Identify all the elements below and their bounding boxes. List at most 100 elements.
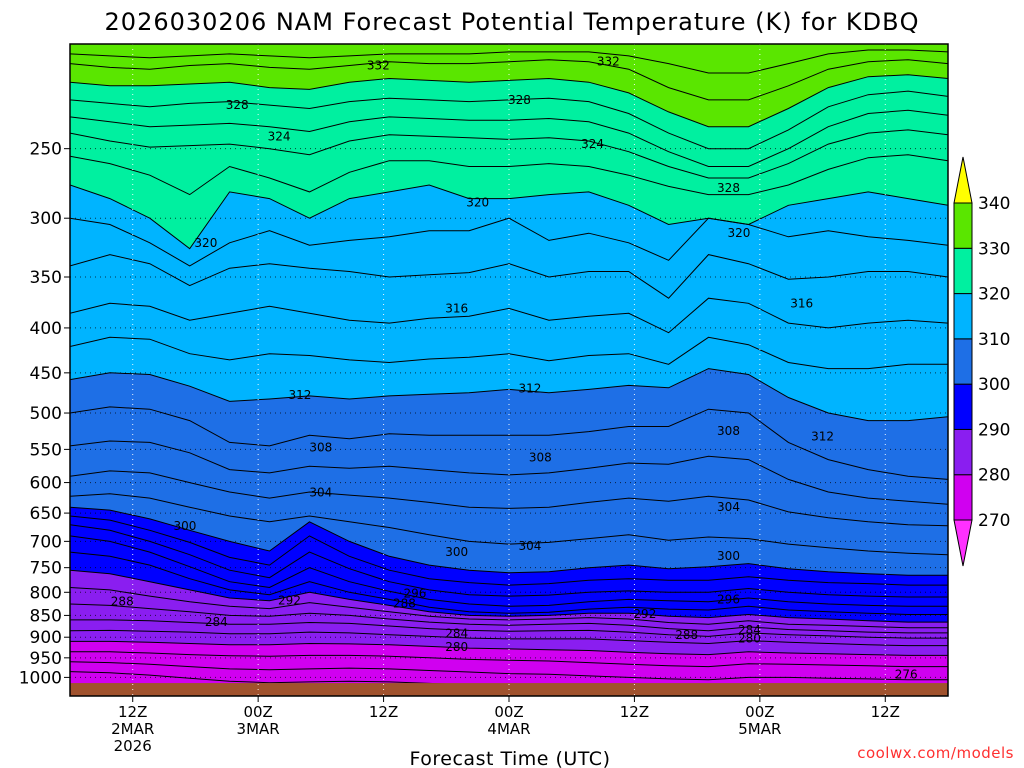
colorbar-label: 310 bbox=[978, 330, 1010, 350]
isentrope-312 bbox=[70, 336, 948, 370]
axes: 2503003504004505005506006507007508008509… bbox=[19, 43, 949, 755]
contour-label: 308 bbox=[529, 451, 552, 465]
x-tick-label: 2MAR bbox=[111, 720, 154, 738]
contour-label: 284 bbox=[445, 626, 468, 640]
isentrope-320 bbox=[70, 184, 948, 250]
colorbar-segment bbox=[953, 338, 973, 385]
band-332 bbox=[70, 59, 948, 127]
contour-label: 280 bbox=[738, 631, 761, 645]
isentrope-286 bbox=[70, 603, 948, 634]
y-tick-label: 900 bbox=[30, 628, 62, 648]
contour-label: 324 bbox=[581, 137, 604, 151]
contour-label: 304 bbox=[717, 500, 740, 514]
y-tick-label: 750 bbox=[30, 559, 62, 579]
isentrope-332 bbox=[70, 59, 948, 101]
x-tick-label: 00Z bbox=[494, 703, 523, 721]
isentrope-318 bbox=[70, 217, 948, 267]
y-tick-label: 600 bbox=[30, 474, 62, 494]
y-tick-label: 700 bbox=[30, 532, 62, 552]
colorbar-label: 290 bbox=[978, 420, 1010, 440]
isentrope-292 bbox=[70, 551, 948, 615]
colorbar-segment bbox=[953, 293, 973, 340]
isentrope-300 bbox=[70, 506, 948, 576]
band-286 bbox=[70, 604, 948, 639]
band-334 bbox=[70, 50, 948, 100]
colorbar-label: 300 bbox=[978, 375, 1010, 395]
contour-label: 316 bbox=[790, 296, 813, 310]
colorbar-segment bbox=[953, 428, 973, 476]
contour-label: 308 bbox=[717, 424, 740, 438]
contour-label: 304 bbox=[309, 486, 332, 500]
band-326 bbox=[70, 110, 948, 178]
contour-label: 296 bbox=[717, 592, 740, 606]
colorbar-label: 280 bbox=[978, 466, 1010, 486]
contour-label: 292 bbox=[278, 593, 301, 607]
isentrope-326 bbox=[70, 109, 948, 167]
x-tick-label: 00Z bbox=[745, 703, 774, 721]
band-294 bbox=[70, 535, 948, 615]
plot-area: 332 332 328 328 324 324 328 320 320 320 316 316 312 3… bbox=[70, 44, 948, 696]
x-tick-label: 12Z bbox=[118, 703, 147, 721]
band-284 bbox=[70, 619, 948, 646]
y-tick-label: 350 bbox=[30, 268, 62, 288]
y-tick-label: 500 bbox=[30, 404, 62, 424]
contour-label: 328 bbox=[717, 181, 740, 195]
y-tick-label: 450 bbox=[30, 364, 62, 384]
contour-label: 276 bbox=[895, 667, 918, 681]
band-322 bbox=[70, 154, 948, 249]
x-axis-label: Forecast Time (UTC) bbox=[410, 748, 611, 768]
contour-label: 320 bbox=[727, 226, 750, 240]
chart-title: 2026030206 NAM Forecast Potential Temper… bbox=[105, 8, 920, 36]
x-tick-label: 4MAR bbox=[487, 720, 530, 738]
contour-label: 332 bbox=[597, 55, 620, 69]
isentrope-322 bbox=[70, 154, 948, 196]
contour-label: 296 bbox=[403, 587, 426, 601]
band-312 bbox=[70, 337, 948, 421]
y-tick-label: 1000 bbox=[19, 668, 62, 688]
colorbar-label: 330 bbox=[978, 239, 1010, 259]
contour-label: 324 bbox=[268, 129, 291, 143]
contour-label: 300 bbox=[445, 545, 468, 559]
contour-label: 308 bbox=[309, 440, 332, 454]
isentrope-276 bbox=[70, 661, 948, 681]
band-308 bbox=[70, 406, 948, 505]
band-298 bbox=[70, 516, 948, 597]
band-304 bbox=[70, 470, 948, 555]
colorbar-label: 320 bbox=[978, 285, 1010, 305]
x-tick-label: 12Z bbox=[369, 703, 398, 721]
isentrope-308 bbox=[70, 406, 948, 480]
y-tick-label: 800 bbox=[30, 583, 62, 603]
credit-link[interactable]: coolwx.com/models bbox=[857, 744, 1014, 762]
contour-label: 284 bbox=[205, 615, 228, 629]
contour-label: 328 bbox=[508, 93, 531, 107]
colorbar: 270 280 290 300 310 320 330 340 bbox=[953, 156, 1010, 567]
band-302 bbox=[70, 493, 948, 576]
colorbar-label: 340 bbox=[978, 194, 1010, 214]
colorbar-top-arrow bbox=[953, 156, 973, 204]
isentrope-284 bbox=[70, 619, 948, 639]
band-296 bbox=[70, 524, 948, 607]
y-tick-label: 400 bbox=[30, 319, 62, 339]
x-tick-label: 3MAR bbox=[237, 720, 280, 738]
isentrope-296 bbox=[70, 524, 948, 598]
isentrope-330 bbox=[70, 74, 948, 128]
x-tick-label: 2026 bbox=[114, 737, 152, 755]
isentrope-280 bbox=[70, 640, 948, 656]
band-314 bbox=[70, 298, 948, 369]
contour-label: 312 bbox=[518, 382, 541, 396]
colorbar-segment bbox=[953, 383, 973, 430]
colorbar-segment bbox=[953, 247, 973, 295]
isentrope-294 bbox=[70, 535, 948, 607]
colorbar-label: 270 bbox=[978, 511, 1010, 531]
band-328 bbox=[70, 91, 948, 167]
contour-label: 288 bbox=[675, 628, 698, 642]
isentrope-298 bbox=[70, 515, 948, 586]
y-tick-label: 550 bbox=[30, 440, 62, 460]
contour-label: 292 bbox=[633, 607, 656, 621]
x-tick-label: 12Z bbox=[871, 703, 900, 721]
isentrope-314 bbox=[70, 297, 948, 334]
isentrope-316 bbox=[70, 254, 948, 299]
x-tick-label: 00Z bbox=[243, 703, 272, 721]
contour-label: 300 bbox=[717, 549, 740, 563]
x-tick-label: 12Z bbox=[620, 703, 649, 721]
